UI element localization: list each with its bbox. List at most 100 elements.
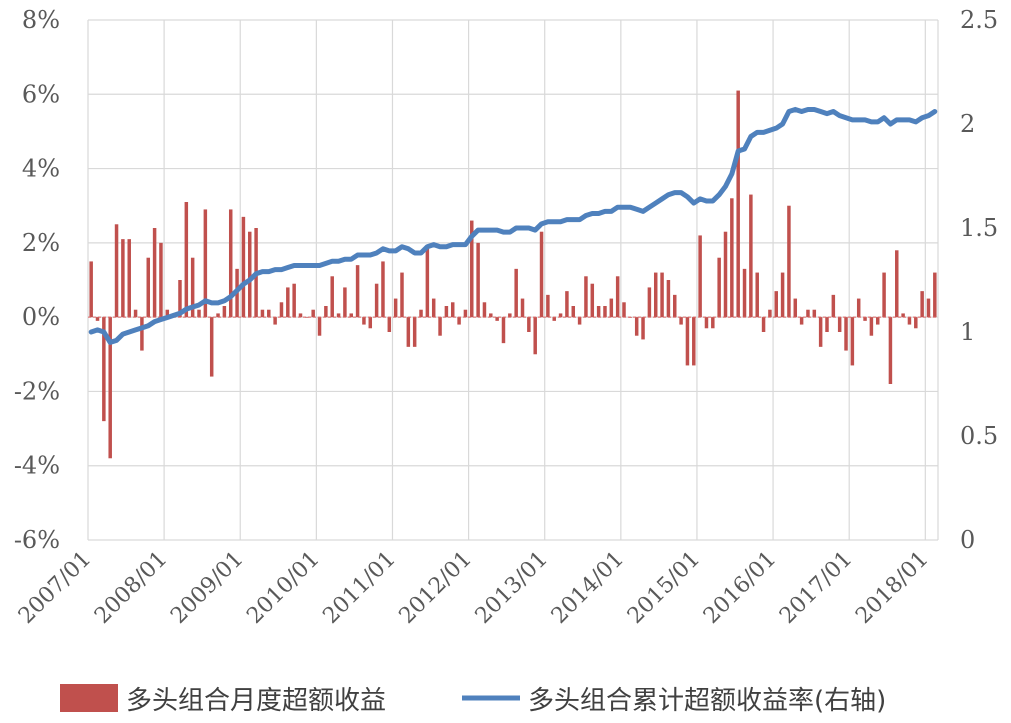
x-axis: 2007/012008/012009/012010/012011/012012/… [14, 547, 934, 629]
bar-mark [730, 198, 734, 318]
bar-mark [349, 313, 353, 318]
bar-mark [780, 272, 785, 318]
bar-mark [159, 242, 163, 318]
bar-mark [362, 317, 366, 325]
bar-mark [140, 317, 144, 351]
bar-mark [279, 302, 284, 318]
bar-mark [546, 294, 550, 318]
y-right-tick-label: 2 [960, 110, 975, 138]
bar-mark [647, 287, 652, 318]
bar-mark [114, 224, 119, 318]
bar-mark [825, 317, 829, 332]
x-tick-label: 2010/01 [242, 547, 324, 629]
bar-mark [660, 272, 664, 318]
bar-mark [152, 228, 157, 318]
bar-mark [793, 298, 798, 318]
bar-mark [609, 298, 614, 318]
bar-mark [799, 317, 804, 325]
y-left-tick-label: 4% [22, 155, 60, 183]
y-right-tick-label: 1 [960, 318, 975, 346]
bar-mark [209, 317, 214, 377]
bar-mark [298, 313, 303, 318]
bar-mark [197, 309, 201, 318]
bar-mark [818, 317, 823, 347]
bar-mark [228, 209, 233, 318]
bar-mark [869, 317, 874, 336]
bar-mark [89, 261, 93, 318]
left-axis: -6% -4% -2% 0% 2% 4% 6% 8% [14, 6, 60, 554]
bar-series [89, 90, 937, 459]
bar-mark [679, 317, 683, 325]
bar-mark [863, 317, 867, 321]
bar-mark [368, 317, 373, 329]
bar-mark [856, 298, 861, 318]
x-tick-label: 2015/01 [623, 547, 705, 629]
line-mark [88, 106, 938, 345]
bar-mark [400, 272, 404, 318]
bar-mark [133, 309, 138, 318]
bar-mark [387, 317, 392, 332]
bar-mark [406, 317, 411, 347]
bar-mark [222, 306, 227, 318]
bar-mark [749, 194, 753, 318]
bar-mark [102, 317, 106, 422]
bar-mark [425, 246, 430, 318]
bar-mark [634, 317, 639, 336]
bar-mark [596, 306, 601, 318]
y-left-tick-label: -4% [14, 452, 60, 480]
bar-mark [692, 317, 696, 366]
bar-mark [444, 306, 449, 318]
bar-mark [457, 317, 461, 325]
bar-mark [584, 276, 588, 318]
x-tick-label: 2009/01 [166, 547, 248, 629]
bar-mark [330, 276, 334, 318]
bar-mark [489, 313, 493, 318]
bar-mark [311, 309, 315, 318]
bar-mark [317, 317, 322, 336]
bar-mark [273, 317, 277, 325]
bar-mark [146, 257, 151, 318]
bar-mark [895, 250, 899, 318]
bar-mark [685, 317, 690, 366]
bar-mark [603, 306, 607, 318]
bar-mark [590, 283, 595, 318]
bar-mark [482, 302, 487, 318]
bar-mark [203, 209, 208, 318]
bar-mark [565, 291, 569, 318]
bar-mark [698, 235, 702, 318]
bar-mark [552, 317, 556, 321]
bar-mark [241, 216, 246, 318]
bar-mark [774, 291, 778, 318]
y-left-tick-label: 2% [22, 229, 60, 257]
x-tick-label: 2008/01 [90, 547, 172, 629]
bar-mark [704, 317, 709, 329]
bar-mark [761, 317, 766, 332]
bar-mark [286, 287, 290, 318]
bar-mark [673, 294, 677, 318]
x-tick-label: 2007/01 [14, 547, 96, 629]
bar-mark [812, 309, 817, 318]
legend-line-label: 多头组合累计超额收益率(右轴) [528, 686, 886, 716]
bar-mark [717, 257, 721, 318]
bar-mark [495, 317, 499, 321]
bar-mark [374, 283, 379, 318]
bar-mark [558, 313, 563, 318]
bar-mark [755, 272, 759, 318]
bar-mark [248, 231, 252, 318]
bar-mark [324, 306, 328, 318]
bar-mark [653, 272, 658, 318]
bar-mark [527, 317, 531, 332]
x-tick-label: 2011/01 [318, 547, 400, 629]
bar-mark [95, 317, 100, 321]
bar-mark [533, 317, 537, 355]
bar-mark [431, 298, 436, 318]
y-left-tick-label: 8% [22, 6, 60, 34]
bar-mark [571, 306, 576, 318]
bar-mark [476, 242, 480, 318]
bar-mark [641, 317, 645, 340]
bar-mark [787, 205, 791, 318]
y-right-tick-label: 0.5 [960, 422, 998, 450]
bar-mark [470, 220, 474, 318]
bar-mark [184, 202, 189, 318]
legend-bar-label: 多头组合月度超额收益 [126, 686, 386, 716]
